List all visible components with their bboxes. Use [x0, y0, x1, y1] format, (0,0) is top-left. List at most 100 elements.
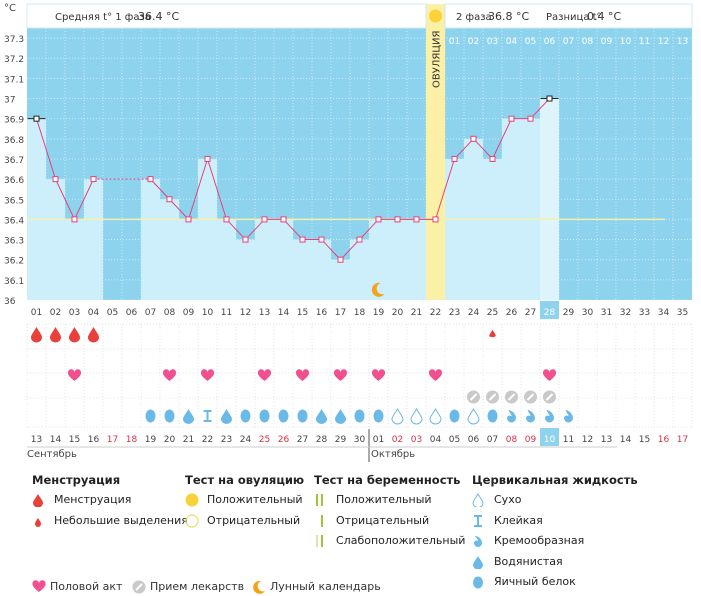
x-tick-label: 29: [563, 308, 575, 318]
temperature-bar: [236, 239, 255, 300]
temperature-point: [394, 216, 401, 223]
egg-white-icon: [487, 409, 498, 423]
temperature-point: [546, 95, 553, 102]
temperature-segment: [492, 118, 512, 160]
temperature-bar: [27, 118, 46, 301]
temperature-segment: [283, 219, 303, 240]
temperature-bar: [540, 98, 559, 300]
heart-icon: [67, 369, 82, 381]
x-tick-label: 12: [240, 308, 251, 318]
temperature-bar: [217, 219, 236, 300]
menstruation-drop-icon: [31, 327, 42, 343]
calendar-date: 01: [373, 435, 384, 445]
calendar-date: 17: [677, 435, 688, 445]
pill-icon-stroke: [526, 393, 535, 401]
legend-item: Положительный: [314, 490, 465, 511]
temperature-bar: [255, 219, 274, 300]
dry-drop-icon: [391, 408, 404, 425]
temperature-point: [33, 115, 40, 122]
heart-icon: [333, 369, 348, 381]
temperature-point: [527, 115, 534, 122]
x-tick-label: 09: [183, 308, 195, 318]
temperature-point: [508, 115, 515, 122]
legend-title: Менструация: [32, 473, 121, 487]
egg-white-icon: [259, 409, 270, 423]
calendar-date: 24: [240, 435, 252, 445]
x-tick-label: 16: [316, 308, 328, 318]
temperature-bar: [160, 199, 179, 300]
post-ovulation-day: 03: [487, 37, 498, 47]
legend-item: Кремообразная: [472, 531, 638, 552]
legend-ovulation-test: Тест на овуляцию Положительный Отрицател…: [185, 470, 304, 531]
pill-icon-stroke: [488, 393, 497, 401]
temperature-point: [318, 236, 325, 243]
calendar-date: 27: [297, 435, 308, 445]
x-tick-label: 11: [221, 308, 232, 318]
watery-drop-icon: [316, 409, 327, 424]
legend-menstruation: Менструация Менструация Небольшие выделе…: [32, 470, 188, 531]
temperature-segment: [74, 178, 94, 220]
legend-item: Водянистая: [472, 552, 638, 573]
x-tick-label: 23: [449, 308, 460, 318]
temperature-bar: [293, 239, 312, 300]
calendar-date: 14: [620, 435, 632, 445]
calendar-date: 19: [145, 435, 157, 445]
pill-icon-stroke: [469, 393, 478, 401]
calendar-date: 07: [487, 435, 498, 445]
y-tick-label: 36.6: [4, 176, 24, 186]
legend-label: Слабоположительный: [336, 534, 466, 547]
temperature-segment: [245, 219, 265, 240]
egg-white-icon: [145, 409, 156, 423]
spotting-drop-icon: [489, 329, 496, 338]
temperature-bar: [350, 239, 369, 300]
today-marker: [540, 428, 559, 446]
month-label: Сентябрь: [27, 449, 77, 460]
legend-pregnancy-test: Тест на беременность Положительный Отриц…: [314, 470, 465, 552]
diff-value: 0.4 °C: [587, 10, 621, 23]
x-tick-label: 17: [335, 308, 346, 318]
y-tick-label: 37: [4, 96, 15, 106]
egg-white-icon: [240, 409, 251, 423]
current-day-bar: [540, 98, 559, 300]
x-tick-label: 25: [487, 308, 498, 318]
x-tick-label: 28: [544, 308, 556, 318]
x-tick-label: 06: [126, 308, 138, 318]
temperature-segment: [55, 178, 75, 220]
heart-icon: [428, 369, 443, 381]
heart-icon: [542, 369, 557, 381]
phase2-label: 2 фаза: [456, 12, 492, 23]
creamy-icon: [474, 536, 482, 547]
temperature-bar: [483, 158, 502, 300]
heart-icon: [162, 369, 177, 381]
temperature-segment: [169, 198, 189, 220]
x-tick-label: 02: [50, 308, 61, 318]
calendar-date: 26: [278, 435, 290, 445]
menstruation-drop-icon: [33, 494, 43, 507]
creamy-icon: [507, 410, 516, 423]
temperature-point: [166, 196, 173, 203]
egg-white-icon: [164, 409, 175, 423]
x-tick-label: 33: [639, 308, 650, 318]
post-ovulation-day: 12: [658, 37, 669, 47]
temperature-point: [413, 216, 420, 223]
ovulation-sun-icon: [429, 9, 442, 23]
x-tick-label: 07: [145, 308, 156, 318]
y-tick-label: 37.1: [4, 75, 24, 85]
temperature-point: [299, 236, 306, 243]
calendar-date: 05: [449, 435, 460, 445]
temperature-segment: [435, 158, 455, 220]
egg-white-icon: [297, 409, 308, 423]
y-tick-label: 36.4: [4, 216, 24, 226]
calendar-date: 28: [316, 435, 328, 445]
pill-icon-stroke: [545, 393, 554, 401]
calendar-date: 11: [563, 435, 574, 445]
temperature-bar: [46, 179, 65, 300]
temperature-segment: [454, 138, 474, 160]
temperature-point: [90, 176, 97, 183]
calendar-date: 25: [259, 435, 270, 445]
calendar-date: 06: [468, 435, 480, 445]
x-tick-label: 19: [373, 308, 385, 318]
dry-drop-icon: [467, 408, 480, 425]
post-ovulation-day: 10: [620, 37, 632, 47]
